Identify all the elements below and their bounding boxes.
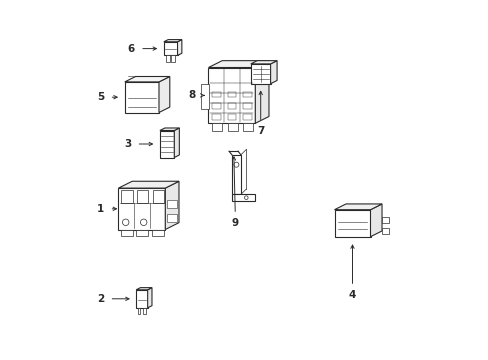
- Bar: [137, 308, 140, 314]
- Bar: [152, 190, 163, 203]
- Polygon shape: [147, 288, 152, 308]
- Polygon shape: [250, 60, 277, 64]
- Bar: [136, 230, 148, 236]
- Polygon shape: [370, 204, 381, 237]
- Bar: [227, 123, 238, 131]
- Bar: [227, 103, 236, 109]
- Polygon shape: [163, 40, 182, 42]
- Polygon shape: [118, 181, 179, 188]
- Bar: [227, 114, 236, 120]
- Polygon shape: [136, 288, 152, 290]
- Polygon shape: [270, 60, 277, 84]
- Bar: [200, 84, 208, 109]
- Bar: [163, 42, 177, 55]
- Bar: [208, 68, 255, 123]
- Bar: [243, 114, 251, 120]
- Polygon shape: [334, 204, 381, 210]
- Polygon shape: [208, 60, 268, 68]
- Text: 9: 9: [231, 218, 239, 228]
- Bar: [167, 214, 177, 222]
- Bar: [243, 123, 253, 131]
- Bar: [243, 91, 251, 97]
- Bar: [160, 130, 174, 158]
- Text: 5: 5: [97, 92, 104, 102]
- Polygon shape: [255, 60, 268, 123]
- Bar: [166, 55, 169, 62]
- Polygon shape: [177, 40, 182, 55]
- Bar: [152, 230, 163, 236]
- Text: 1: 1: [97, 204, 104, 214]
- Text: 6: 6: [127, 44, 135, 54]
- Bar: [212, 114, 220, 120]
- Bar: [212, 103, 220, 109]
- Bar: [334, 210, 370, 237]
- Polygon shape: [165, 181, 179, 230]
- Bar: [142, 308, 145, 314]
- Bar: [250, 64, 270, 84]
- Text: 2: 2: [97, 294, 104, 304]
- Bar: [243, 103, 251, 109]
- Bar: [231, 155, 241, 194]
- Bar: [231, 194, 255, 201]
- Bar: [118, 188, 165, 230]
- Bar: [212, 123, 222, 131]
- Bar: [121, 190, 132, 203]
- Bar: [121, 230, 132, 236]
- Bar: [212, 91, 220, 97]
- Text: 7: 7: [257, 126, 264, 136]
- Bar: [124, 82, 159, 112]
- Bar: [227, 91, 236, 97]
- Bar: [381, 228, 387, 234]
- Bar: [381, 217, 387, 223]
- Bar: [167, 200, 177, 208]
- Polygon shape: [174, 128, 179, 158]
- Text: 8: 8: [188, 90, 196, 100]
- Polygon shape: [160, 128, 179, 131]
- Text: 3: 3: [123, 139, 131, 149]
- Polygon shape: [159, 77, 169, 112]
- Bar: [137, 190, 148, 203]
- Bar: [171, 55, 174, 62]
- Bar: [136, 290, 147, 308]
- Polygon shape: [124, 77, 169, 82]
- Text: 4: 4: [348, 290, 355, 300]
